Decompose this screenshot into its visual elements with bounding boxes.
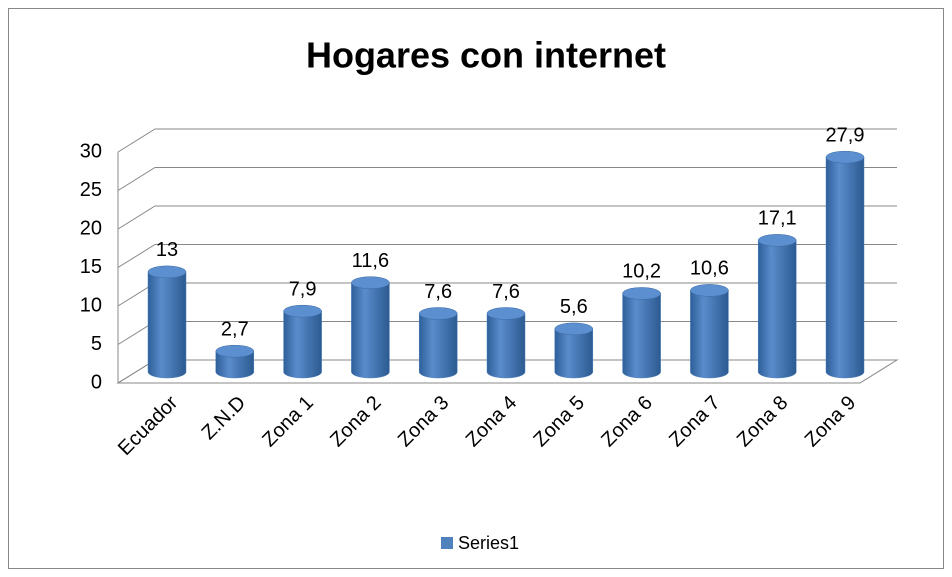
data-label: 5,6 bbox=[560, 296, 588, 318]
bar bbox=[215, 350, 255, 379]
y-tick-label: 5 bbox=[91, 333, 102, 355]
data-label: 7,6 bbox=[492, 281, 520, 303]
bar-top bbox=[554, 322, 594, 336]
data-label: 17,1 bbox=[758, 208, 797, 230]
grid-line bbox=[117, 244, 897, 268]
bar bbox=[351, 282, 390, 379]
bar bbox=[147, 271, 187, 379]
bar bbox=[825, 156, 865, 379]
data-label: 7,9 bbox=[289, 278, 317, 300]
data-label: 10,6 bbox=[690, 258, 729, 280]
bar-top bbox=[825, 150, 865, 164]
bar-top bbox=[622, 287, 661, 300]
bar bbox=[283, 310, 322, 379]
legend-label: Series1 bbox=[458, 533, 519, 553]
data-label: 27,9 bbox=[826, 124, 865, 146]
bar bbox=[554, 328, 594, 379]
bar-top bbox=[351, 276, 390, 289]
bar-top bbox=[147, 265, 187, 279]
bar-top bbox=[215, 344, 255, 358]
bar bbox=[486, 313, 526, 379]
bar bbox=[757, 240, 797, 379]
data-label: 2,7 bbox=[221, 318, 249, 340]
bar-top bbox=[486, 307, 526, 320]
bar bbox=[418, 313, 458, 379]
data-label: 13 bbox=[156, 239, 178, 261]
bar-top bbox=[418, 307, 458, 320]
data-label: 11,6 bbox=[352, 250, 389, 272]
bar-top bbox=[283, 304, 322, 318]
chart-title: Hogares con internet bbox=[306, 35, 666, 76]
legend-swatch bbox=[441, 537, 453, 549]
y-tick-label: 10 bbox=[80, 294, 102, 316]
y-tick-label: 15 bbox=[80, 256, 102, 278]
bar bbox=[622, 293, 661, 379]
bar bbox=[690, 290, 729, 379]
data-label: 7,6 bbox=[424, 281, 452, 303]
y-tick-label: 25 bbox=[80, 179, 102, 201]
data-label: 10,2 bbox=[622, 261, 661, 283]
grid-line bbox=[117, 205, 897, 230]
grid-line bbox=[117, 167, 897, 191]
bar-top bbox=[757, 234, 797, 247]
bar-top bbox=[690, 284, 729, 297]
grid-line bbox=[117, 128, 897, 153]
y-tick-label: 20 bbox=[80, 217, 102, 239]
y-tick-label: 30 bbox=[80, 140, 102, 162]
y-tick-label: 0 bbox=[91, 371, 102, 393]
